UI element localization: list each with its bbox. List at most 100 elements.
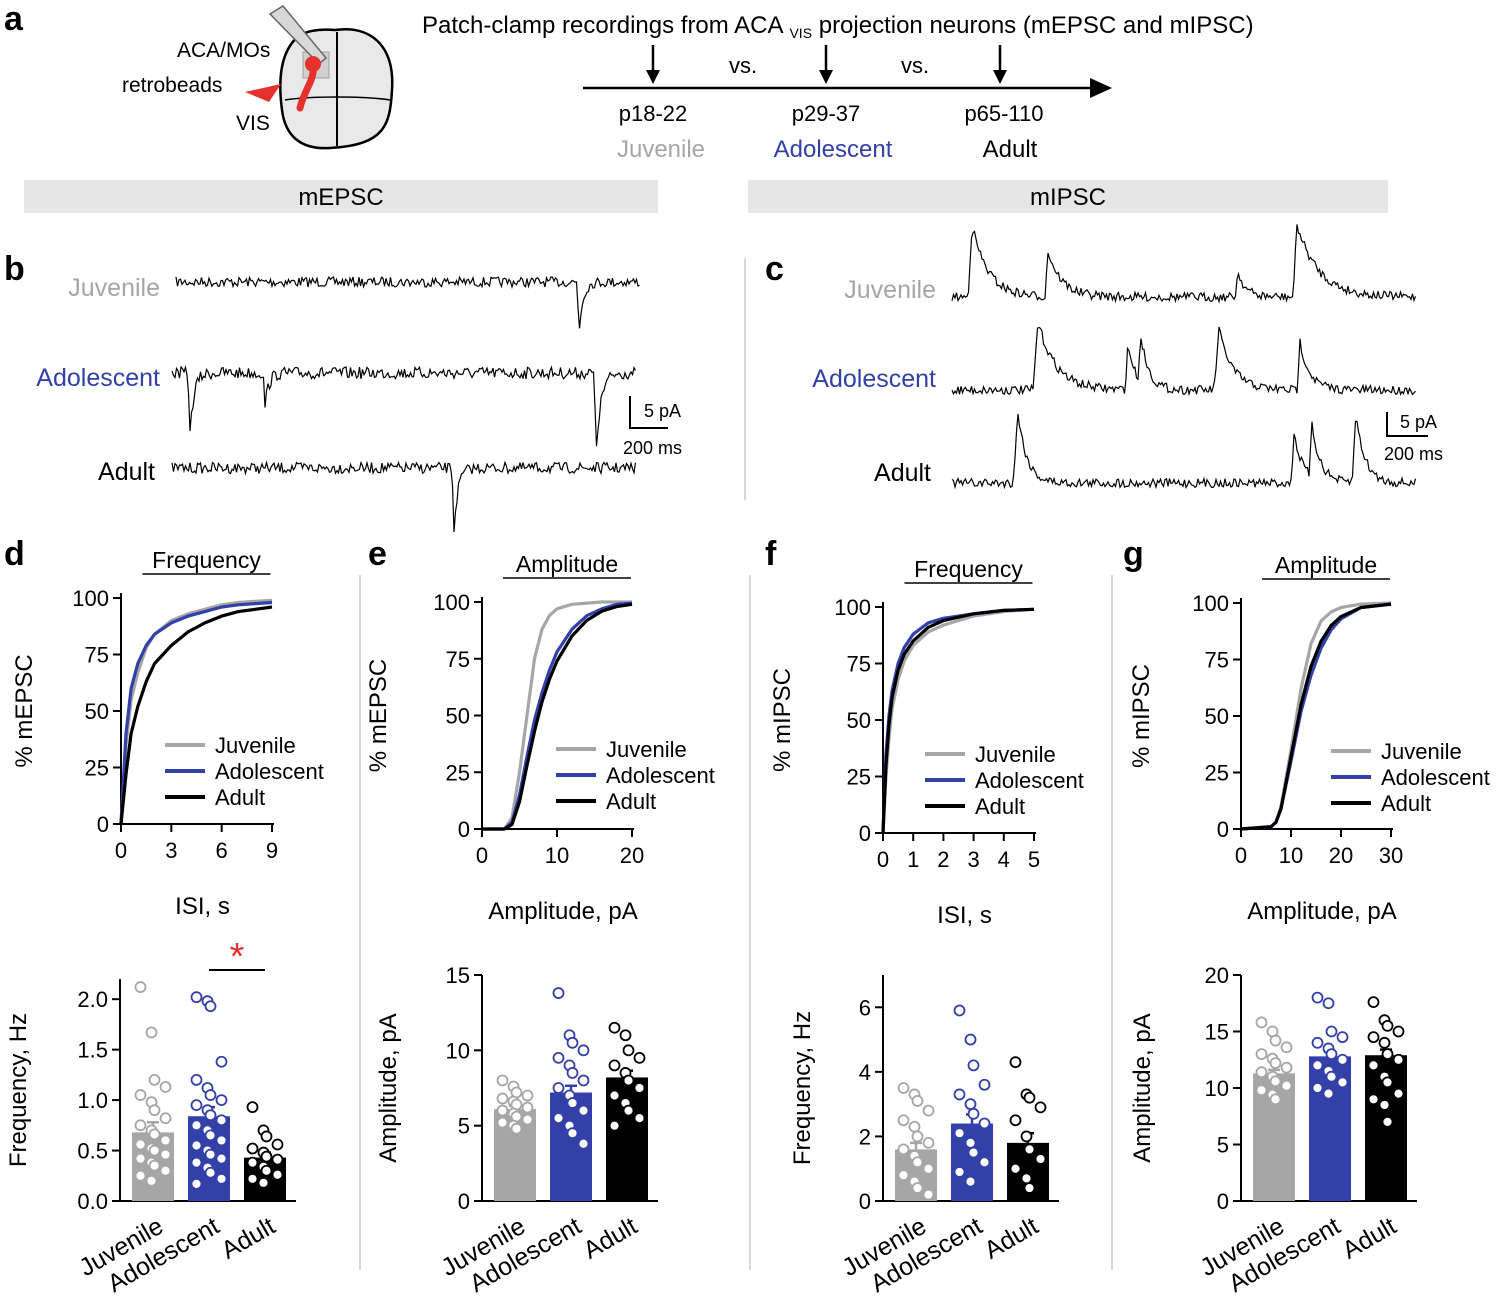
mepsc-trace-adult: [171, 460, 637, 533]
timeline: [583, 45, 1112, 98]
f-bar-point-adult: [1020, 1130, 1033, 1143]
g-cdf-xtick-label: 0: [1235, 843, 1247, 868]
d-bar-point-adult: [246, 1156, 259, 1169]
f-bar-point-adolescent: [953, 1166, 966, 1178]
g-bar-point-adult: [1392, 1025, 1405, 1038]
f-cdf-title: Frequency: [914, 556, 1023, 582]
panel-label-a: a: [4, 0, 24, 38]
f-bar-ytick-label: 2: [859, 1124, 871, 1149]
f-bar-point-adolescent: [953, 1088, 966, 1101]
e-bar-ytick-label: 15: [446, 963, 470, 988]
d-bar-point-adult: [260, 1164, 273, 1177]
e-bar-ytick-label: 5: [458, 1114, 470, 1139]
e-bar-point-adolescent: [577, 1104, 590, 1117]
g-bar-ytick-label: 5: [1217, 1133, 1229, 1158]
g-bar-point-juvenile: [1269, 1075, 1282, 1088]
brain-cortex-line: [284, 96, 391, 101]
f-bar-point-adolescent: [953, 1004, 966, 1017]
d-bar-point-adolescent: [204, 1109, 217, 1122]
g-bar-point-adult: [1378, 1099, 1391, 1111]
e-bar-point-adolescent: [552, 1082, 565, 1094]
d-cdf-ytick-label: 0: [97, 812, 109, 837]
d-bar-ytick-label: 1.5: [77, 1038, 108, 1063]
g-bar-point-adult: [1392, 1087, 1405, 1100]
panel-label-f: f: [765, 535, 777, 573]
d-bar-point-adolescent: [215, 1172, 228, 1185]
e-cdf-ytick-label: 75: [446, 647, 470, 672]
e-cdf-ytick-label: 100: [433, 590, 470, 615]
d-bar-point-adult: [271, 1168, 284, 1181]
d-bar-point-adult: [260, 1130, 273, 1143]
d-bar-point-adult: [246, 1101, 259, 1114]
e-bar-point-juvenile: [496, 1116, 509, 1129]
mepsc-band: [24, 180, 658, 213]
d-cdf-xtick-label: 6: [216, 838, 228, 863]
age-range-2: p29-37: [792, 101, 861, 126]
f-bar-point-juvenile: [922, 1188, 935, 1201]
f-bar-point-adolescent: [978, 1156, 991, 1169]
g-bar-point-adolescent: [1311, 991, 1324, 1004]
d-bar-ytick-label: 2.0: [77, 987, 108, 1012]
f-bar-point-juvenile: [911, 1095, 924, 1107]
f-cdf-ytick-label: 0: [859, 821, 871, 846]
mipsc-trace-juvenile: [951, 224, 1417, 304]
f-cdf-xtick-label: 5: [1028, 847, 1040, 872]
d-cdf-title: Frequency: [152, 547, 261, 573]
g-bar-point-adolescent: [1336, 1031, 1349, 1044]
f-bar-point-adult: [1009, 1056, 1022, 1069]
timepoint-arrowhead-2: [819, 70, 833, 84]
e-bar-point-adult: [633, 1051, 646, 1064]
g-bar-point-adolescent: [1325, 1048, 1338, 1060]
g-bar-point-adult: [1381, 1048, 1394, 1060]
panel-label-g: g: [1123, 535, 1144, 573]
d-bar-point-adolescent: [190, 1099, 203, 1112]
g-cdf-series-adult: [1240, 602, 1392, 831]
f-cdf-xtick-label: 1: [907, 847, 919, 872]
brain-schematic: [245, 5, 394, 150]
mipsc-trace-adolescent: [951, 326, 1416, 397]
d-bar-point-juvenile: [159, 1164, 172, 1177]
e-cdf-xtick-label: 20: [620, 843, 644, 868]
e-bar-point-adult: [622, 1074, 635, 1087]
f-cdf-xtick-label: 4: [998, 847, 1010, 872]
aca-label: ACA/MOs: [177, 39, 270, 62]
trace-label-c-adolescent: Adolescent: [812, 365, 936, 393]
mepsc-trace-juvenile: [175, 275, 640, 329]
trace-label-b-adult: Adult: [98, 458, 155, 486]
g-bar-point-adolescent: [1311, 1036, 1324, 1049]
e-cdf-ytick-label: 0: [458, 817, 470, 842]
d-bar-point-adult: [257, 1176, 270, 1189]
d-bar-point-juvenile: [148, 1128, 161, 1141]
age-range-3: p65-110: [964, 101, 1043, 126]
g-bar-point-adolescent: [1336, 1076, 1349, 1089]
e-bar-point-juvenile: [496, 1092, 509, 1105]
g-bar-point-adolescent: [1325, 1070, 1338, 1083]
f-bar-point-adolescent: [964, 1033, 977, 1046]
d-bar-point-juvenile: [148, 1104, 161, 1117]
e-bar-point-adolescent: [552, 1051, 565, 1064]
g-bar-point-adolescent: [1311, 1059, 1324, 1072]
vs-label-2: vs.: [901, 53, 929, 78]
e-bar-point-juvenile: [521, 1113, 534, 1126]
g-bar-point-juvenile: [1280, 1041, 1293, 1054]
e-bar-ytick-label: 0: [458, 1189, 470, 1214]
g-cdf-title: Amplitude: [1275, 552, 1377, 578]
g-cdf-ylabel: % mIPSC: [1128, 664, 1155, 768]
vis-label: VIS: [236, 112, 270, 135]
g-bar-point-juvenile: [1269, 1093, 1282, 1106]
d-bar-point-juvenile: [148, 1144, 161, 1157]
mipsc-band-label: mIPSC: [1030, 184, 1106, 211]
g-cdf-ytick-label: 100: [1192, 591, 1229, 616]
e-bar-point-adult: [608, 1059, 621, 1072]
d-bar-ytick-label: 0.5: [77, 1139, 108, 1164]
scale-bar-c-time: 200 ms: [1384, 444, 1443, 464]
e-bar-point-adult: [619, 1029, 632, 1042]
g-bar-point-adult: [1378, 1036, 1391, 1049]
g-cdf-legend-juvenile: Juvenile: [1381, 739, 1462, 764]
f-bar-point-adolescent: [978, 1078, 991, 1091]
g-bar-point-adult: [1381, 1019, 1394, 1032]
f-bar-point-juvenile: [922, 1136, 935, 1149]
d-bar-point-adolescent: [190, 991, 203, 1004]
e-bar-point-juvenile: [521, 1089, 534, 1102]
g-cdf-ytick-label: 0: [1217, 817, 1229, 842]
